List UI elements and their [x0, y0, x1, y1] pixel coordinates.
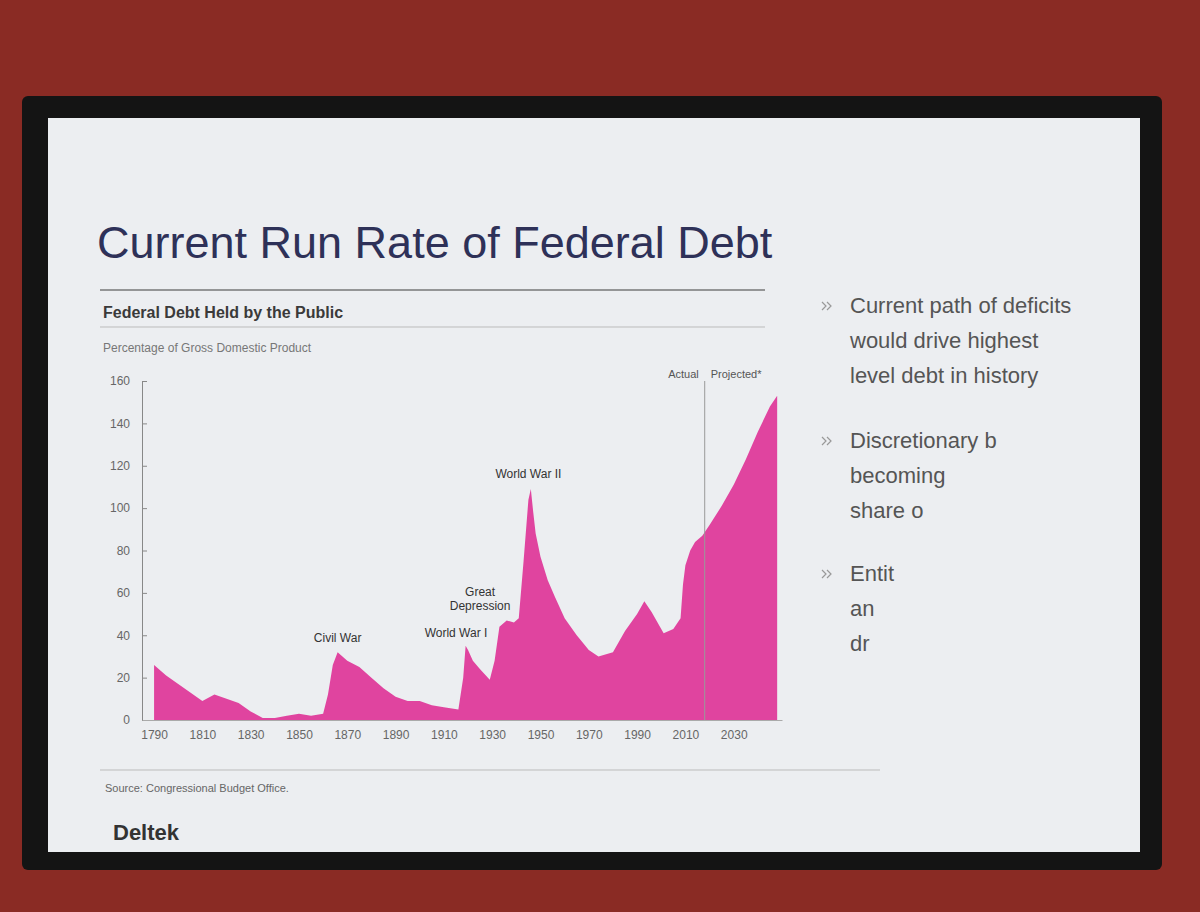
x-tick-label: 1910 [431, 728, 458, 742]
monitor-bezel [22, 96, 1162, 870]
bullet-text: Discretionary b [850, 428, 997, 453]
chart-title: Federal Debt Held by the Public [103, 304, 343, 321]
y-tick: 160 [110, 374, 147, 388]
plot-area [154, 381, 777, 720]
y-tick-mark [142, 551, 147, 552]
x-tick: 1930 [479, 720, 506, 742]
y-tick: 100 [110, 501, 147, 515]
bullet-text: becoming [850, 463, 945, 488]
slide-photo: Current Run Rate of Federal Debt Federal … [0, 0, 1200, 912]
x-tick: 1810 [190, 720, 217, 742]
slide-screen [48, 118, 1140, 852]
x-tick-label: 1950 [528, 728, 555, 742]
annotation-line: Civil War [314, 631, 362, 645]
y-tick-label: 80 [117, 544, 131, 558]
bullet-text: Current path of deficits [850, 293, 1071, 318]
x-tick: 2010 [673, 720, 700, 742]
bullet-text: Entit [850, 561, 894, 586]
period-label: Actual [668, 368, 699, 380]
wall [0, 0, 1200, 912]
x-tick: 1970 [576, 720, 603, 742]
x-axis-line [143, 720, 783, 721]
y-tick-label: 20 [117, 671, 131, 685]
y-tick: 140 [110, 417, 147, 431]
annotation: World War I [425, 626, 488, 640]
y-tick-label: 0 [123, 713, 130, 727]
x-tick: 1890 [383, 720, 410, 742]
bullet-text: would drive highest [849, 328, 1038, 353]
y-tick-label: 140 [110, 417, 130, 431]
rule [100, 770, 880, 771]
period-label: Projected* [711, 368, 762, 380]
y-tick-label: 160 [110, 374, 130, 388]
x-tick-label: 1870 [334, 728, 361, 742]
bullet-text: level debt in history [850, 363, 1038, 388]
chart-subtitle: Percentage of Gross Domestic Product [103, 341, 312, 355]
logo: Deltek [113, 820, 180, 845]
bullet-text: share o [850, 498, 923, 523]
x-tick: 1850 [286, 720, 313, 742]
bullet-marker [822, 570, 831, 578]
x-tick-label: 1890 [383, 728, 410, 742]
y-tick: 120 [110, 459, 147, 473]
x-tick: 1790 [141, 720, 168, 742]
annotation: World War II [495, 467, 561, 481]
y-tick-label: 120 [110, 459, 130, 473]
annotation-line: World War II [495, 467, 561, 481]
x-tick-label: 1930 [479, 728, 506, 742]
x-axis: 1790 1810 1830 1850 1870 1890 1910 1930 1950 1970… [141, 720, 782, 742]
y-tick-mark [142, 635, 147, 636]
debt-area [154, 396, 777, 720]
y-tick: 20 [117, 671, 147, 685]
annotation: GreatDepression [450, 585, 511, 613]
x-tick-label: 1970 [576, 728, 603, 742]
annotation-line: Depression [450, 599, 511, 613]
x-tick: 2030 [721, 720, 748, 742]
projection-divider [704, 381, 705, 720]
y-tick-label: 60 [117, 586, 131, 600]
y-tick-mark [142, 423, 147, 424]
y-tick-label: 40 [117, 629, 131, 643]
x-tick-label: 1830 [238, 728, 265, 742]
y-tick: 60 [117, 586, 147, 600]
x-tick: 1950 [528, 720, 555, 742]
x-tick-label: 1790 [141, 728, 168, 742]
bullet-marker [822, 437, 831, 445]
x-tick-label: 1990 [624, 728, 651, 742]
x-tick: 1990 [624, 720, 651, 742]
x-tick: 1870 [334, 720, 361, 742]
x-tick-label: 2030 [721, 728, 748, 742]
bullet-text: dr [850, 631, 870, 656]
x-tick-label: 2010 [673, 728, 700, 742]
y-tick-mark [142, 593, 147, 594]
y-tick-mark [142, 508, 147, 509]
y-tick: 80 [117, 544, 147, 558]
rule [100, 289, 765, 291]
rule [100, 327, 765, 328]
y-tick-label: 100 [110, 501, 130, 515]
annotation-line: Great [465, 585, 496, 599]
annotation: Civil War [314, 631, 362, 645]
y-tick-mark [142, 381, 147, 382]
x-tick-label: 1850 [286, 728, 313, 742]
source: Source: Congressional Budget Office. [105, 782, 289, 794]
y-tick-mark [142, 678, 147, 679]
y-tick: 40 [117, 629, 147, 643]
y-axis: 0 20 40 60 80 100 120 140 160 [110, 374, 147, 727]
y-tick-mark [142, 466, 147, 467]
x-tick: 1830 [238, 720, 265, 742]
x-tick-label: 1810 [190, 728, 217, 742]
annotation-line: World War I [425, 626, 488, 640]
bullet-text: an [850, 596, 874, 621]
bullet-marker [822, 302, 831, 310]
slide-title: Current Run Rate of Federal Debt [97, 217, 773, 268]
x-tick: 1910 [431, 720, 458, 742]
